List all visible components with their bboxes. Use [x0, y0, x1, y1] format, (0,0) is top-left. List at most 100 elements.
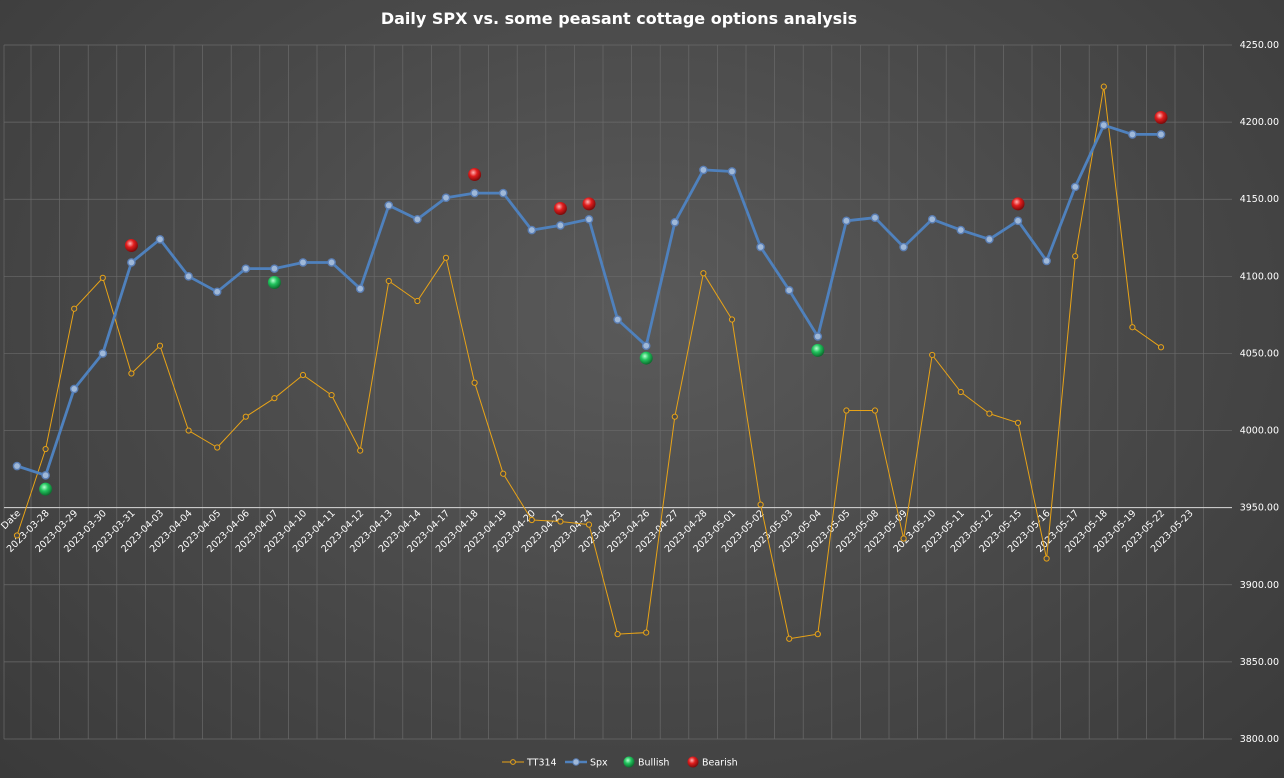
- data-point: [1072, 253, 1079, 260]
- marker-bullish: [639, 351, 653, 365]
- y-axis: 3800.00 3850.00 3900.00 3950.00 4000.00 4050.…: [1240, 40, 1279, 745]
- chart-title: Daily SPX vs. some peasant cottage optio…: [381, 9, 857, 28]
- legend-item-spx: Spx: [565, 758, 608, 769]
- data-point: [900, 535, 907, 542]
- data-point: [671, 413, 678, 420]
- series-bullish: [39, 276, 825, 496]
- legend-label: Bullish: [638, 758, 669, 769]
- legend-marker: [687, 756, 699, 768]
- data-point: [814, 631, 821, 638]
- data-point: [556, 221, 565, 230]
- data-point: [699, 165, 708, 175]
- data-point: [527, 225, 537, 235]
- data-point: [614, 631, 621, 638]
- data-point: [957, 388, 964, 396]
- data-point: [384, 201, 394, 210]
- data-point: [328, 391, 335, 399]
- legend-label: TT314: [526, 758, 557, 769]
- legend-label: Spx: [590, 758, 608, 769]
- marker-bullish: [39, 482, 53, 496]
- marker-bearish: [553, 201, 567, 215]
- data-point: [185, 427, 192, 434]
- data-point: [670, 218, 680, 227]
- legend-marker: [623, 756, 635, 768]
- data-point: [414, 297, 421, 305]
- data-point: [1013, 216, 1023, 226]
- data-point: [756, 242, 765, 252]
- data-point: [212, 287, 222, 297]
- legend: TT314 Spx Bullish Bearish: [502, 756, 738, 769]
- marker-bearish: [1011, 197, 1025, 211]
- series-bearish: [124, 110, 1168, 252]
- marker-bullish: [267, 276, 281, 290]
- data-point: [156, 342, 164, 349]
- data-point: [1042, 256, 1051, 266]
- data-point: [899, 242, 908, 252]
- data-point: [471, 379, 478, 386]
- data-point: [1129, 324, 1136, 331]
- data-point: [813, 332, 823, 341]
- data-point: [498, 188, 508, 198]
- data-point: [613, 315, 622, 324]
- series-layer: [12, 83, 1168, 642]
- data-point: [128, 370, 135, 377]
- y-tick-label: 4000.00: [1240, 426, 1279, 437]
- data-point: [1100, 83, 1107, 90]
- data-point: [12, 461, 22, 471]
- data-point: [99, 274, 106, 281]
- data-point: [357, 447, 364, 454]
- data-point: [385, 277, 392, 285]
- marker-bearish: [124, 238, 138, 252]
- data-point: [1128, 130, 1137, 139]
- y-tick-label: 3850.00: [1240, 657, 1279, 668]
- data-point: [155, 235, 165, 244]
- data-point: [1099, 120, 1109, 130]
- legend-item-bullish: Bullish: [623, 756, 669, 769]
- data-point: [41, 470, 50, 480]
- y-tick-label: 4050.00: [1240, 348, 1279, 359]
- series-line: [16, 123, 1161, 477]
- y-tick-label: 4150.00: [1240, 194, 1279, 205]
- data-point: [985, 235, 994, 244]
- y-tick-label: 4250.00: [1240, 40, 1279, 51]
- data-point: [298, 258, 308, 267]
- data-point: [1070, 182, 1080, 192]
- data-point: [184, 272, 193, 281]
- data-point: [584, 214, 594, 224]
- data-point: [441, 193, 451, 202]
- data-point: [442, 254, 450, 261]
- legend-label: Bearish: [702, 758, 738, 769]
- data-point: [528, 516, 535, 524]
- y-tick-label: 4200.00: [1240, 117, 1279, 128]
- marker-bullish: [811, 343, 825, 357]
- y-tick-label: 3900.00: [1240, 580, 1279, 591]
- data-point: [127, 258, 136, 267]
- data-point: [700, 270, 707, 277]
- data-point: [299, 371, 307, 379]
- data-point: [870, 213, 880, 223]
- data-point: [470, 188, 479, 198]
- data-point: [355, 284, 365, 293]
- data-point: [929, 351, 936, 359]
- data-point: [241, 264, 251, 273]
- marker-bearish: [582, 197, 596, 211]
- series-line: [16, 86, 1162, 640]
- data-point: [13, 532, 21, 539]
- y-tick-label: 3800.00: [1240, 734, 1279, 745]
- data-point: [1157, 344, 1165, 351]
- data-point: [1156, 130, 1166, 139]
- series-spx: [12, 120, 1166, 480]
- data-point: [786, 635, 793, 642]
- data-point: [98, 349, 108, 358]
- data-point: [327, 258, 336, 267]
- data-point: [956, 225, 966, 235]
- data-point: [69, 384, 79, 394]
- data-point: [927, 214, 937, 224]
- data-point: [500, 470, 507, 477]
- data-point: [641, 341, 651, 351]
- y-tick-label: 3950.00: [1240, 503, 1279, 514]
- data-point: [986, 410, 993, 417]
- data-point: [784, 285, 794, 295]
- data-point: [242, 413, 249, 420]
